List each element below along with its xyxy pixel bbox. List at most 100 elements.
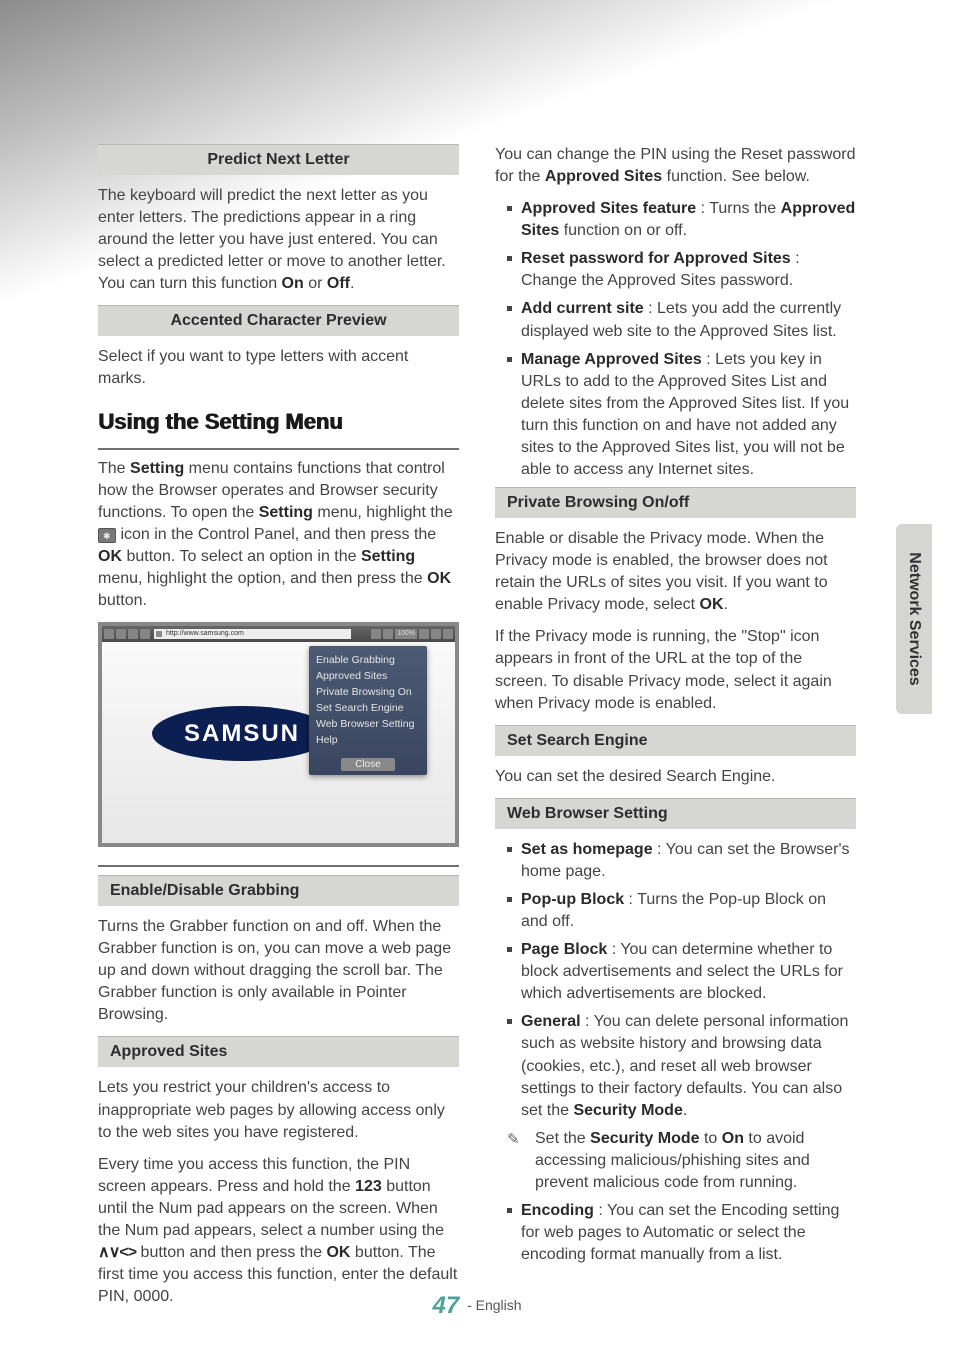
text: :: [702, 351, 715, 368]
menu-item[interactable]: Private Browsing On: [315, 684, 421, 700]
heading-text: Web Browser Setting: [507, 805, 668, 822]
using-body: The Setting menu contains functions that…: [98, 458, 459, 613]
text: Change the Approved Sites password.: [521, 272, 793, 289]
bold: Reset password for Approved Sites: [521, 250, 791, 267]
approved-bullets: Approved Sites feature : Turns the Appro…: [507, 198, 856, 481]
bold: OK: [700, 596, 724, 613]
private-p1: Enable or disable the Privacy mode. When…: [495, 528, 856, 616]
accented-body: Select if you want to type letters with …: [98, 346, 459, 390]
close-row: Close: [315, 758, 421, 771]
bold: Security Mode: [573, 1102, 682, 1119]
text: The: [98, 460, 130, 477]
bullet-item: Pop-up Block : Turns the Pop-up Block on…: [507, 889, 856, 933]
text: :: [581, 1013, 594, 1030]
text: or: [304, 275, 327, 292]
text: :: [607, 941, 620, 958]
text: icon in the Control Panel, and then pres…: [116, 526, 436, 543]
bold-on: On: [282, 275, 304, 292]
text: Set the: [535, 1130, 590, 1147]
close-button[interactable]: Close: [341, 758, 395, 771]
bold: Security Mode: [590, 1130, 699, 1147]
heading-text: Predict Next Letter: [207, 151, 349, 168]
text: :: [624, 891, 637, 908]
side-tab-label: Network Services: [905, 552, 923, 685]
text: button.: [98, 592, 147, 609]
bold: Approved Sites feature: [521, 200, 696, 217]
predict-body: The keyboard will predict the next lette…: [98, 185, 459, 295]
text: Turns the: [709, 200, 780, 217]
approved-p2: Every time you access this function, the…: [98, 1154, 459, 1309]
text: :: [644, 300, 657, 317]
text: .: [724, 596, 728, 613]
bold: Set as homepage: [521, 841, 653, 858]
bold: On: [722, 1130, 744, 1147]
approved-p1: Lets you restrict your children's access…: [98, 1077, 459, 1143]
text: button and then press the: [136, 1244, 326, 1261]
bold: OK: [326, 1244, 350, 1261]
section-heading-predict: Predict Next Letter: [98, 144, 459, 175]
bullet-item: Set as homepage : You can set the Browse…: [507, 839, 856, 883]
left-column: Predict Next Letter The keyboard will pr…: [98, 144, 459, 1294]
bullet-item: Add current site : Lets you add the curr…: [507, 298, 856, 342]
text: button. To select an option in the: [122, 548, 361, 565]
text: The keyboard will predict the next lette…: [98, 187, 446, 292]
text: .: [683, 1102, 687, 1119]
text: Lets you key in URLs to add to the Appro…: [521, 351, 849, 478]
menu-item[interactable]: Help: [315, 732, 421, 748]
menu-item[interactable]: Web Browser Setting: [315, 716, 421, 732]
bold: Add current site: [521, 300, 644, 317]
heading-text: Set Search Engine: [507, 732, 648, 749]
menu-item[interactable]: Approved Sites: [315, 668, 421, 684]
bold: Approved Sites: [545, 168, 662, 185]
nav-symbol: ∧∨<>: [98, 1244, 136, 1261]
section-heading-search: Set Search Engine: [495, 725, 856, 756]
text: to: [700, 1130, 722, 1147]
divider: [98, 448, 459, 450]
intro-body: You can change the PIN using the Reset p…: [495, 144, 856, 188]
text: :: [653, 841, 666, 858]
section-heading-private: Private Browsing On/off: [495, 487, 856, 518]
grabbing-body: Turns the Grabber function on and off. W…: [98, 916, 459, 1026]
bullet-item: Reset password for Approved Sites : Chan…: [507, 248, 856, 292]
text: :: [791, 250, 800, 267]
text: menu, highlight the option, and then pre…: [98, 570, 427, 587]
zoom-indicator: 100%: [395, 629, 417, 639]
heading-text: Accented Character Preview: [170, 312, 386, 329]
menu-item[interactable]: Enable Grabbing: [315, 652, 421, 668]
bold: Manage Approved Sites: [521, 351, 702, 368]
wbs-encoding: Encoding : You can set the Encoding sett…: [507, 1200, 856, 1266]
page-number: 47: [432, 1292, 459, 1319]
page-footer: 47 - English: [0, 1292, 954, 1320]
nav-left-icons: [102, 629, 150, 639]
bold: Setting: [361, 548, 415, 565]
private-p2: If the Privacy mode is running, the "Sto…: [495, 626, 856, 714]
wbs-bullets: Set as homepage : You can set the Browse…: [507, 839, 856, 1122]
bold: OK: [427, 570, 451, 587]
using-setting-heading: Using the Setting Menu: [98, 409, 459, 438]
right-column: You can change the PIN using the Reset p…: [495, 144, 856, 1294]
bold: Setting: [130, 460, 184, 477]
menu-item[interactable]: Set Search Engine: [315, 700, 421, 716]
bullet-item: Encoding : You can set the Encoding sett…: [507, 1200, 856, 1266]
samsung-logo: SAMSUN: [152, 706, 332, 761]
nav-right-icons: 100%: [355, 629, 455, 639]
bullet-item: General : You can delete personal inform…: [507, 1011, 856, 1121]
page-language: - English: [467, 1297, 521, 1313]
search-body: You can set the desired Search Engine.: [495, 766, 856, 788]
bullet-item: Page Block : You can determine whether t…: [507, 939, 856, 1005]
bold: OK: [98, 548, 122, 565]
bold: Pop-up Block: [521, 891, 624, 908]
bold: Page Block: [521, 941, 607, 958]
settings-dropdown: Enable Grabbing Approved Sites Private B…: [309, 646, 427, 775]
side-tab: Network Services: [896, 524, 932, 714]
text: menu, highlight the: [313, 504, 453, 521]
heading-text: Private Browsing On/off: [507, 494, 689, 511]
text: :: [696, 200, 709, 217]
browser-toolbar: http://www.samsung.com 100%: [102, 626, 455, 642]
text: .: [350, 275, 354, 292]
section-heading-grabbing: Enable/Disable Grabbing: [98, 875, 459, 906]
bullet-item: Approved Sites feature : Turns the Appro…: [507, 198, 856, 242]
section-heading-approved: Approved Sites: [98, 1036, 459, 1067]
page-content: Predict Next Letter The keyboard will pr…: [98, 144, 856, 1294]
text: function. See below.: [662, 168, 810, 185]
